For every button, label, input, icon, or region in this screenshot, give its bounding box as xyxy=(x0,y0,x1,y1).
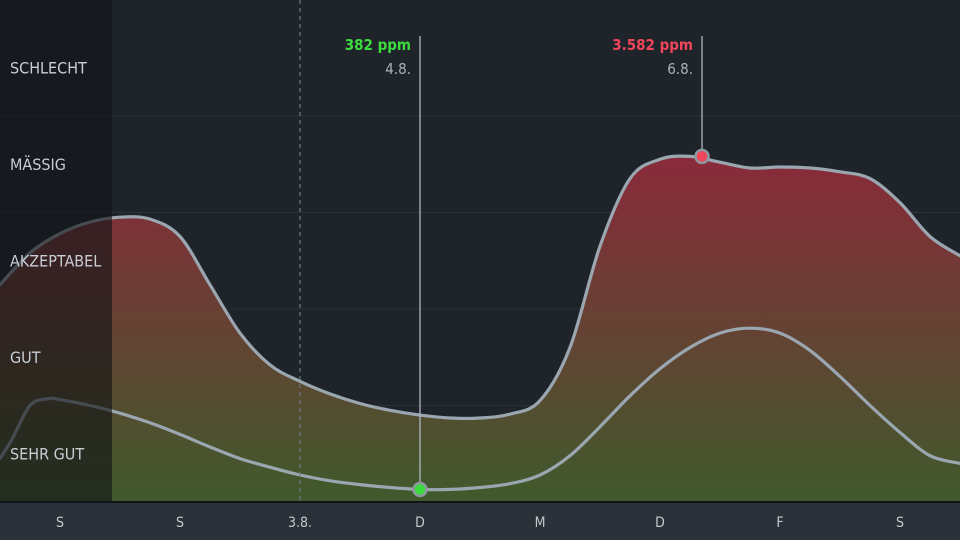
x-axis-ticks: S S 3.8. D M D F S xyxy=(0,501,960,531)
category-labels: SEHR GUT GUT AKZEPTABEL MÄSSIG SCHLECHT xyxy=(10,59,101,464)
x-tick-label: D xyxy=(415,515,425,531)
x-tick-label: 3.8. xyxy=(288,515,312,531)
category-label: MÄSSIG xyxy=(10,155,66,174)
annotation-date: 4.8. xyxy=(385,60,411,78)
annotation-dot xyxy=(412,481,428,498)
annotation-value: 382 ppm xyxy=(345,36,411,54)
annotation-value: 3.582 ppm xyxy=(612,36,693,54)
series-line xyxy=(0,154,960,421)
x-tick-label: F xyxy=(776,515,783,531)
category-label: SCHLECHT xyxy=(10,59,87,78)
x-tick-label: D xyxy=(655,515,665,531)
area-layer xyxy=(0,156,960,502)
x-tick-label: S xyxy=(896,515,904,531)
x-tick-label: M xyxy=(535,515,546,531)
series-area xyxy=(0,156,960,502)
x-axis-bar xyxy=(0,502,960,540)
past-shade xyxy=(0,0,112,502)
annotation-dot xyxy=(694,148,710,165)
x-tick-label: S xyxy=(176,515,184,531)
annotations: 382 ppm 4.8. 3.582 ppm 6.8. xyxy=(345,36,710,498)
category-label: GUT xyxy=(10,348,41,367)
category-label: SEHR GUT xyxy=(10,445,84,464)
x-tick-label: S xyxy=(56,515,64,531)
annotation-date: 6.8. xyxy=(667,60,693,78)
category-label: AKZEPTABEL xyxy=(10,252,101,271)
